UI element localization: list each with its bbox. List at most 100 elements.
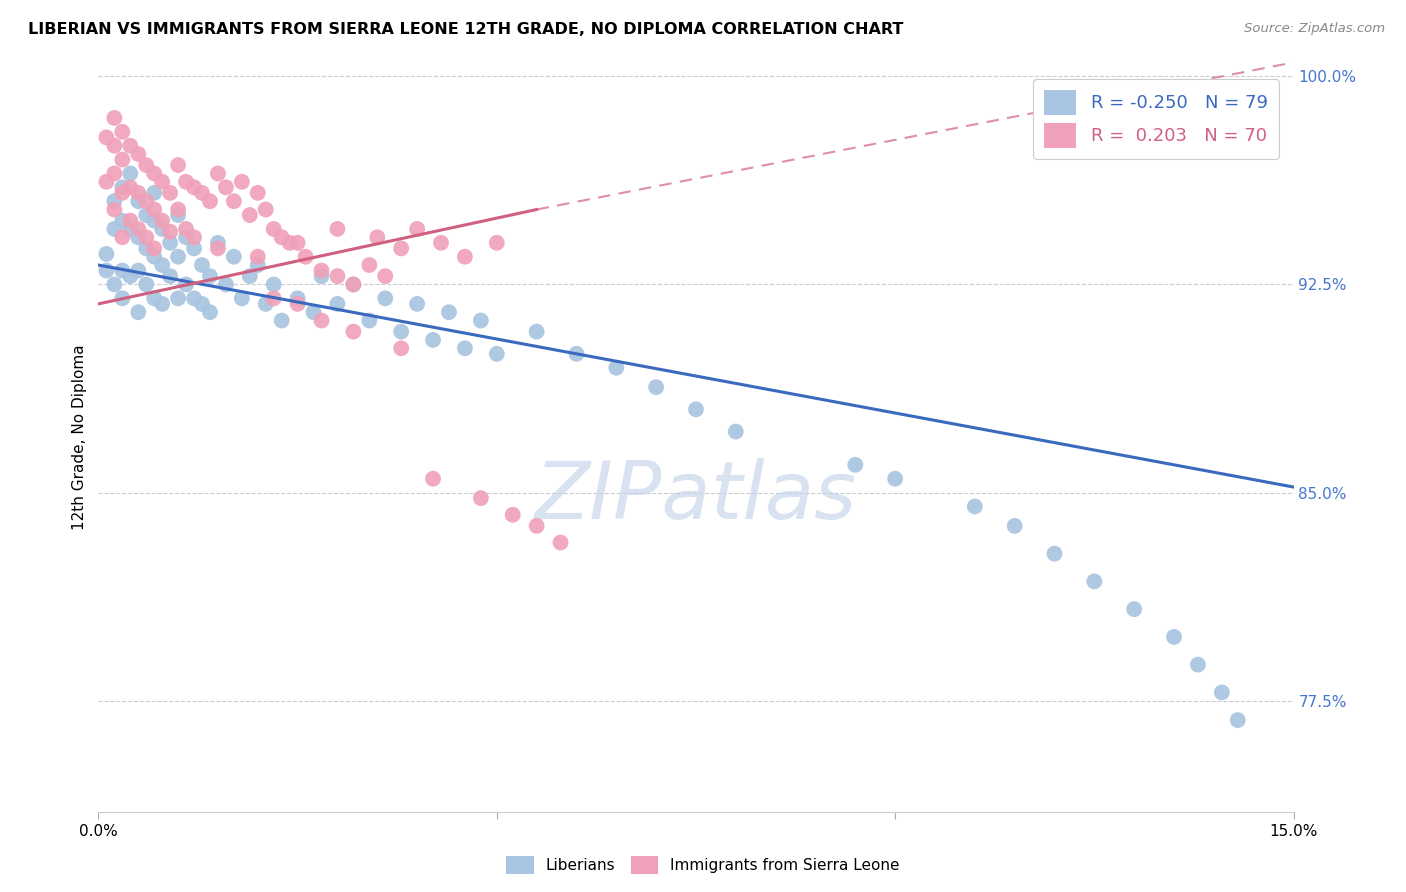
Point [406, 222, 429, 236]
Legend: Liberians, Immigrants from Sierra Leone: Liberians, Immigrants from Sierra Leone [501, 850, 905, 880]
Point [103, 166, 125, 180]
Point [437, 305, 460, 319]
Point [287, 235, 309, 250]
Point [127, 230, 149, 244]
Point [389, 241, 412, 255]
Point [167, 158, 190, 172]
Point [1083, 574, 1105, 589]
Point [150, 258, 173, 272]
Point [183, 241, 205, 255]
Point [685, 402, 707, 417]
Point [565, 347, 588, 361]
Point [311, 269, 333, 284]
Point [1211, 685, 1233, 699]
Point [120, 222, 142, 236]
Point [207, 166, 229, 180]
Point [120, 138, 142, 153]
Point [454, 341, 477, 355]
Point [326, 222, 349, 236]
Point [326, 297, 349, 311]
Point [366, 230, 388, 244]
Text: Source: ZipAtlas.com: Source: ZipAtlas.com [1244, 22, 1385, 36]
Point [1226, 713, 1249, 727]
Point [502, 508, 524, 522]
Point [150, 213, 173, 227]
Point [103, 111, 125, 125]
Point [422, 472, 444, 486]
Point [159, 235, 181, 250]
Point [287, 291, 309, 305]
Point [135, 194, 157, 209]
Point [120, 166, 142, 180]
Point [263, 291, 285, 305]
Point [135, 208, 157, 222]
Point [127, 147, 149, 161]
Point [374, 269, 396, 284]
Point [342, 277, 364, 292]
Point [485, 347, 508, 361]
Point [111, 213, 134, 227]
Point [884, 472, 907, 486]
Point [302, 305, 325, 319]
Point [183, 180, 205, 194]
Point [103, 222, 125, 236]
Point [1123, 602, 1146, 616]
Point [526, 325, 548, 339]
Point [215, 277, 238, 292]
Point [150, 175, 173, 189]
Point [191, 297, 214, 311]
Point [150, 297, 173, 311]
Point [111, 230, 134, 244]
Point [287, 297, 309, 311]
Point [183, 291, 205, 305]
Point [191, 186, 214, 200]
Point [198, 194, 221, 209]
Point [246, 250, 269, 264]
Point [1187, 657, 1209, 672]
Point [96, 175, 118, 189]
Text: ZIPatlas: ZIPatlas [534, 458, 858, 536]
Point [470, 491, 492, 505]
Point [174, 222, 197, 236]
Point [143, 250, 166, 264]
Point [374, 291, 396, 305]
Point [127, 186, 149, 200]
Point [120, 269, 142, 284]
Point [111, 180, 134, 194]
Point [167, 250, 190, 264]
Point [127, 222, 149, 236]
Point [167, 208, 190, 222]
Point [183, 230, 205, 244]
Point [406, 297, 429, 311]
Point [485, 235, 508, 250]
Y-axis label: 12th Grade, No Diploma: 12th Grade, No Diploma [72, 344, 87, 530]
Point [143, 213, 166, 227]
Point [359, 258, 381, 272]
Point [342, 277, 364, 292]
Point [111, 291, 134, 305]
Point [127, 194, 149, 209]
Point [103, 194, 125, 209]
Point [135, 241, 157, 255]
Point [278, 235, 301, 250]
Point [1043, 547, 1066, 561]
Point [430, 235, 453, 250]
Point [143, 202, 166, 217]
Point [270, 230, 292, 244]
Point [198, 269, 221, 284]
Point [222, 194, 245, 209]
Point [342, 325, 364, 339]
Point [645, 380, 668, 394]
Point [198, 305, 221, 319]
Point [270, 313, 292, 327]
Point [103, 138, 125, 153]
Point [254, 202, 277, 217]
Point [311, 313, 333, 327]
Point [167, 202, 190, 217]
Point [96, 247, 118, 261]
Point [167, 291, 190, 305]
Point [174, 230, 197, 244]
Point [526, 519, 548, 533]
Point [127, 305, 149, 319]
Point [844, 458, 866, 472]
